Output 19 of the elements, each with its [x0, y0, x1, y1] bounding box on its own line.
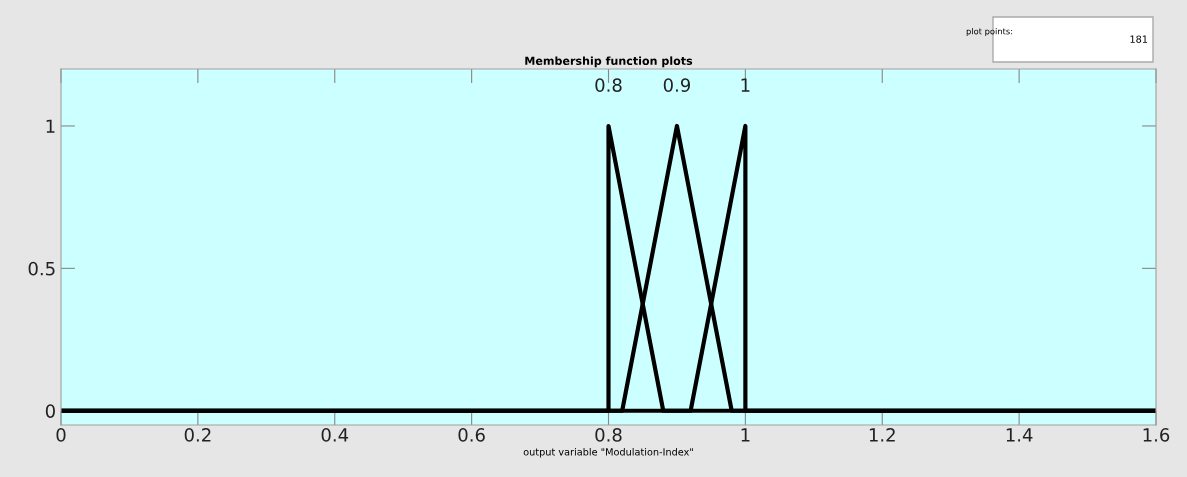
text: 181 — [1130, 35, 1148, 43]
annotation: 0.9 — [663, 78, 691, 92]
annotation: 1 — [741, 78, 750, 92]
x-tick-label: 1 — [741, 428, 750, 442]
x-tick-label: 0.8 — [595, 428, 622, 442]
text: plot points: — [966, 27, 1013, 37]
annotation: 0.8 — [595, 78, 622, 92]
x-axis-title: output variable "Modulation-Index" — [523, 448, 693, 458]
x-tick-label: 1.2 — [869, 428, 895, 442]
chart-title: Membership function plots — [525, 56, 693, 68]
x-tick-label: 0.2 — [184, 428, 211, 442]
x-tick-label: 1.4 — [1006, 428, 1033, 442]
x-tick-label: 0.6 — [458, 428, 485, 442]
y-tick-label: 0 — [45, 404, 55, 418]
x-tick-label: 0.4 — [321, 428, 349, 442]
y-tick-label: 1 — [46, 119, 55, 133]
x-tick-label: 1.6 — [1143, 428, 1170, 442]
y-tick-label: 0.5 — [28, 261, 55, 276]
x-tick-label: 0 — [56, 428, 66, 442]
